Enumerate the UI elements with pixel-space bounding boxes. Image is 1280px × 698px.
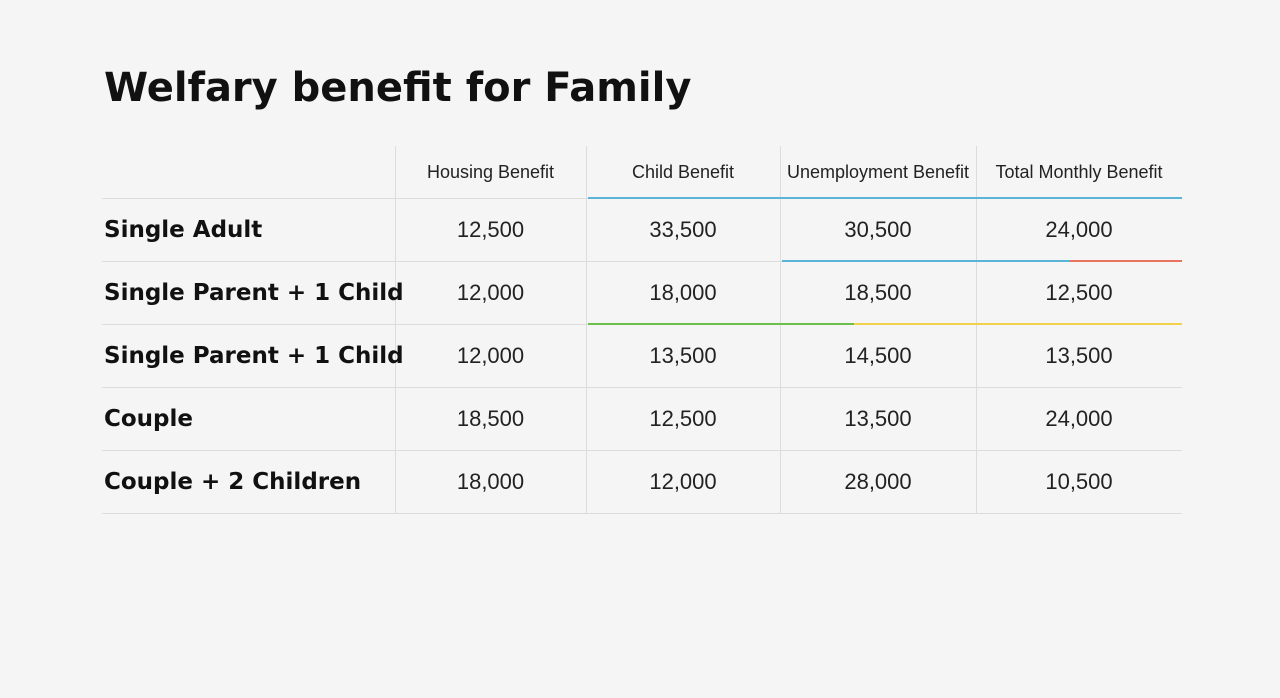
- row-divider: [102, 387, 1182, 388]
- accent-line: [588, 197, 1182, 199]
- table-cell: 12,500: [1045, 279, 1113, 305]
- column-divider: [395, 146, 396, 514]
- column-divider: [780, 146, 781, 514]
- table-cell: 18,000: [649, 279, 717, 305]
- accent-line: [854, 323, 1182, 325]
- table-cell: 13,500: [1045, 342, 1113, 368]
- row-label: Single Parent + 1 Child: [104, 342, 404, 369]
- table-cell: 33,500: [649, 216, 717, 242]
- row-divider: [102, 261, 1182, 262]
- table-cell: 18,000: [456, 468, 525, 494]
- table-cell: 13,500: [844, 405, 912, 431]
- table-cell: 24,000: [1045, 216, 1113, 242]
- page-title: Welfary benefit for Family: [104, 65, 692, 111]
- table-cell: 14,500: [844, 342, 912, 368]
- column-header: Unemployment Benefit: [786, 161, 970, 182]
- table-cell: 12,000: [456, 279, 525, 305]
- table-cell: 12,500: [456, 216, 525, 242]
- row-label: Couple + 2 Children: [104, 468, 362, 495]
- table-cell: 24,000: [1045, 405, 1113, 431]
- row-divider: [102, 513, 1182, 514]
- row-label: Single Adult: [104, 216, 263, 243]
- row-label: Couple: [104, 405, 194, 432]
- accent-line: [588, 323, 854, 325]
- table-cell: 18,500: [456, 405, 525, 431]
- row-label: Single Parent + 1 Child: [104, 279, 404, 306]
- table-cell: 12,000: [456, 342, 525, 368]
- table-cell: 30,500: [844, 216, 912, 242]
- column-header: Total Monthly Benefit: [995, 161, 1163, 182]
- table-cell: 12,000: [649, 468, 717, 494]
- benefit-table: Housing Benefit Child Benefit Unemployment…: [102, 146, 1182, 514]
- table-cell: 12,500: [649, 405, 717, 431]
- row-divider: [102, 450, 1182, 451]
- column-divider: [976, 146, 977, 514]
- table-cell: 10,500: [1045, 468, 1113, 494]
- accent-line: [1070, 260, 1182, 262]
- column-divider: [586, 146, 587, 514]
- column-header: Child Benefit: [631, 161, 735, 182]
- column-header: Housing Benefit: [426, 161, 555, 182]
- accent-line: [782, 260, 1070, 262]
- table-cell: 18,500: [844, 279, 912, 305]
- table-cell: 28,000: [844, 468, 912, 494]
- table-cell: 13,500: [649, 342, 717, 368]
